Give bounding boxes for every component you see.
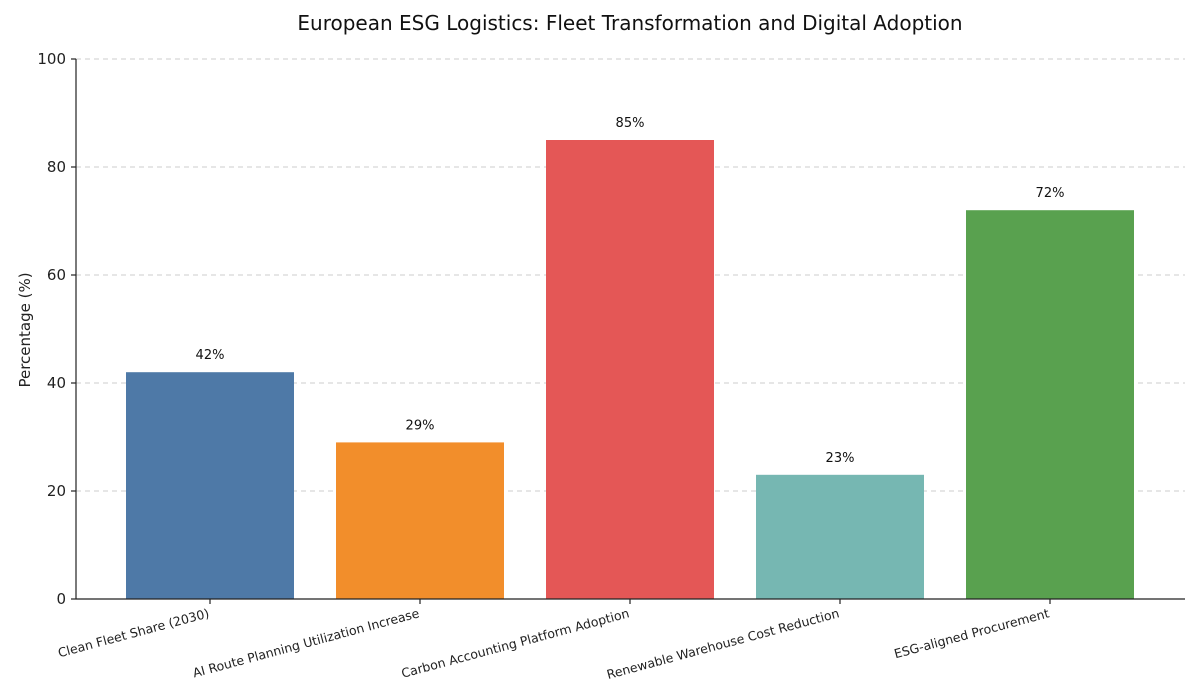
bar — [126, 372, 294, 599]
bars — [126, 140, 1134, 599]
x-tick-label: AI Route Planning Utilization Increase — [191, 605, 421, 680]
bar-data-label: 85% — [616, 116, 645, 131]
bar-data-label: 29% — [406, 418, 435, 433]
bar-data-label: 42% — [196, 348, 225, 363]
y-tick-label: 0 — [56, 590, 66, 608]
axes — [71, 58, 1185, 604]
x-tick-label: Clean Fleet Share (2030) — [56, 605, 211, 660]
bar — [756, 474, 924, 599]
x-tick-label: Renewable Warehouse Cost Reduction — [605, 605, 841, 682]
y-tick-label: 20 — [47, 482, 66, 500]
y-tick-label: 60 — [47, 266, 66, 284]
y-axis-title: Percentage (%) — [16, 272, 34, 387]
bar — [966, 210, 1134, 599]
bar-data-label: 72% — [1036, 186, 1065, 201]
y-tick-label: 80 — [47, 158, 66, 176]
bar — [336, 442, 504, 599]
chart-title: European ESG Logistics: Fleet Transforma… — [297, 11, 962, 35]
y-tick-label: 100 — [37, 50, 66, 68]
bar — [546, 140, 714, 599]
y-tick-label: 40 — [47, 374, 66, 392]
x-tick-label: ESG-aligned Procurement — [892, 605, 1050, 661]
bar-data-label: 23% — [826, 451, 855, 466]
x-tick-label: Carbon Accounting Platform Adoption — [400, 605, 631, 680]
